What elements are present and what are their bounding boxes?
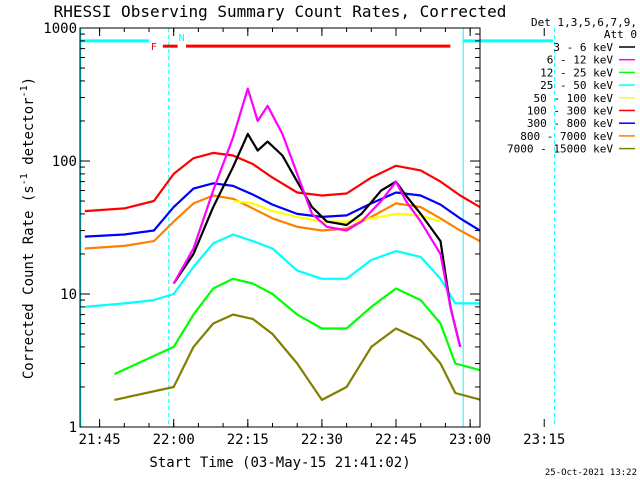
legend-entry-label: 800 - 7000 keV <box>520 130 613 143</box>
series-line-12-25-kev <box>113 277 480 376</box>
legend-entry-label: 50 - 100 keV <box>534 92 614 105</box>
series-line-800-7000-kev <box>84 194 480 250</box>
plot-frame <box>79 27 481 428</box>
series-line-6-12-kev <box>172 87 462 348</box>
x-tick-label: 22:00 <box>153 432 195 448</box>
chart-title: RHESSI Observing Summary Count Rates, Co… <box>54 2 507 21</box>
footer-date: 25-Oct-2021 13:22 <box>545 468 637 478</box>
legend-entry-label: 25 - 50 keV <box>540 79 613 92</box>
legend-entry-label: 6 - 12 keV <box>547 54 614 67</box>
y-axis-label: Corrected Count Rate (s-1 detector-1) <box>19 77 37 379</box>
x-tick-label: 22:15 <box>227 432 269 448</box>
y-axis-label-end: ) <box>21 77 37 85</box>
series-line-50-100-kev <box>232 199 441 223</box>
flag-label-f: F <box>151 42 157 53</box>
x-tick-label: 22:45 <box>375 432 417 448</box>
y-axis-label-mid: detector <box>21 97 37 173</box>
x-tick-label: 22:30 <box>301 432 343 448</box>
y-axis-label-sup2: -1 <box>19 85 30 97</box>
y-axis-label-main: Corrected Count Rate (s <box>21 185 37 379</box>
series-line-3-6-kev <box>172 132 462 348</box>
x-axis-label: Start Time (03-May-15 21:41:02) <box>149 455 410 471</box>
legend-entry-label: 3 - 6 keV <box>553 41 613 54</box>
y-tick-label: 1000 <box>43 21 77 37</box>
series-line-300-800-kev <box>84 182 480 238</box>
legend-entry-label: 100 - 300 keV <box>527 105 613 118</box>
x-tick-label: 23:15 <box>523 432 565 448</box>
y-tick-label: 100 <box>52 154 77 170</box>
series-line-7000-15000-kev <box>114 313 480 401</box>
y-axis-label-sup1: -1 <box>19 173 30 185</box>
series-layer <box>84 87 480 401</box>
series-line-100-300-kev <box>84 151 480 213</box>
y-tick-label: 10 <box>60 287 77 303</box>
legend-entry-label: 7000 - 15000 keV <box>507 143 613 156</box>
legend-header-line: Det 1,3,5,6,7,9, <box>531 16 637 29</box>
legend-header-line: Att 0 <box>604 28 637 41</box>
x-tick-label: 23:00 <box>449 432 491 448</box>
axes: 21:45 22:00 22:15 22:30 22:45 23:00 23:15 1000 1… <box>43 21 565 448</box>
legend-entry-label: 12 - 25 keV <box>540 66 613 79</box>
flag-label-n: N <box>179 33 185 44</box>
y-tick-label: 1 <box>69 420 77 436</box>
legend-entry-label: 300 - 800 keV <box>527 117 613 130</box>
series-line-25-50-kev <box>84 233 480 308</box>
x-tick-label: 21:45 <box>79 432 121 448</box>
